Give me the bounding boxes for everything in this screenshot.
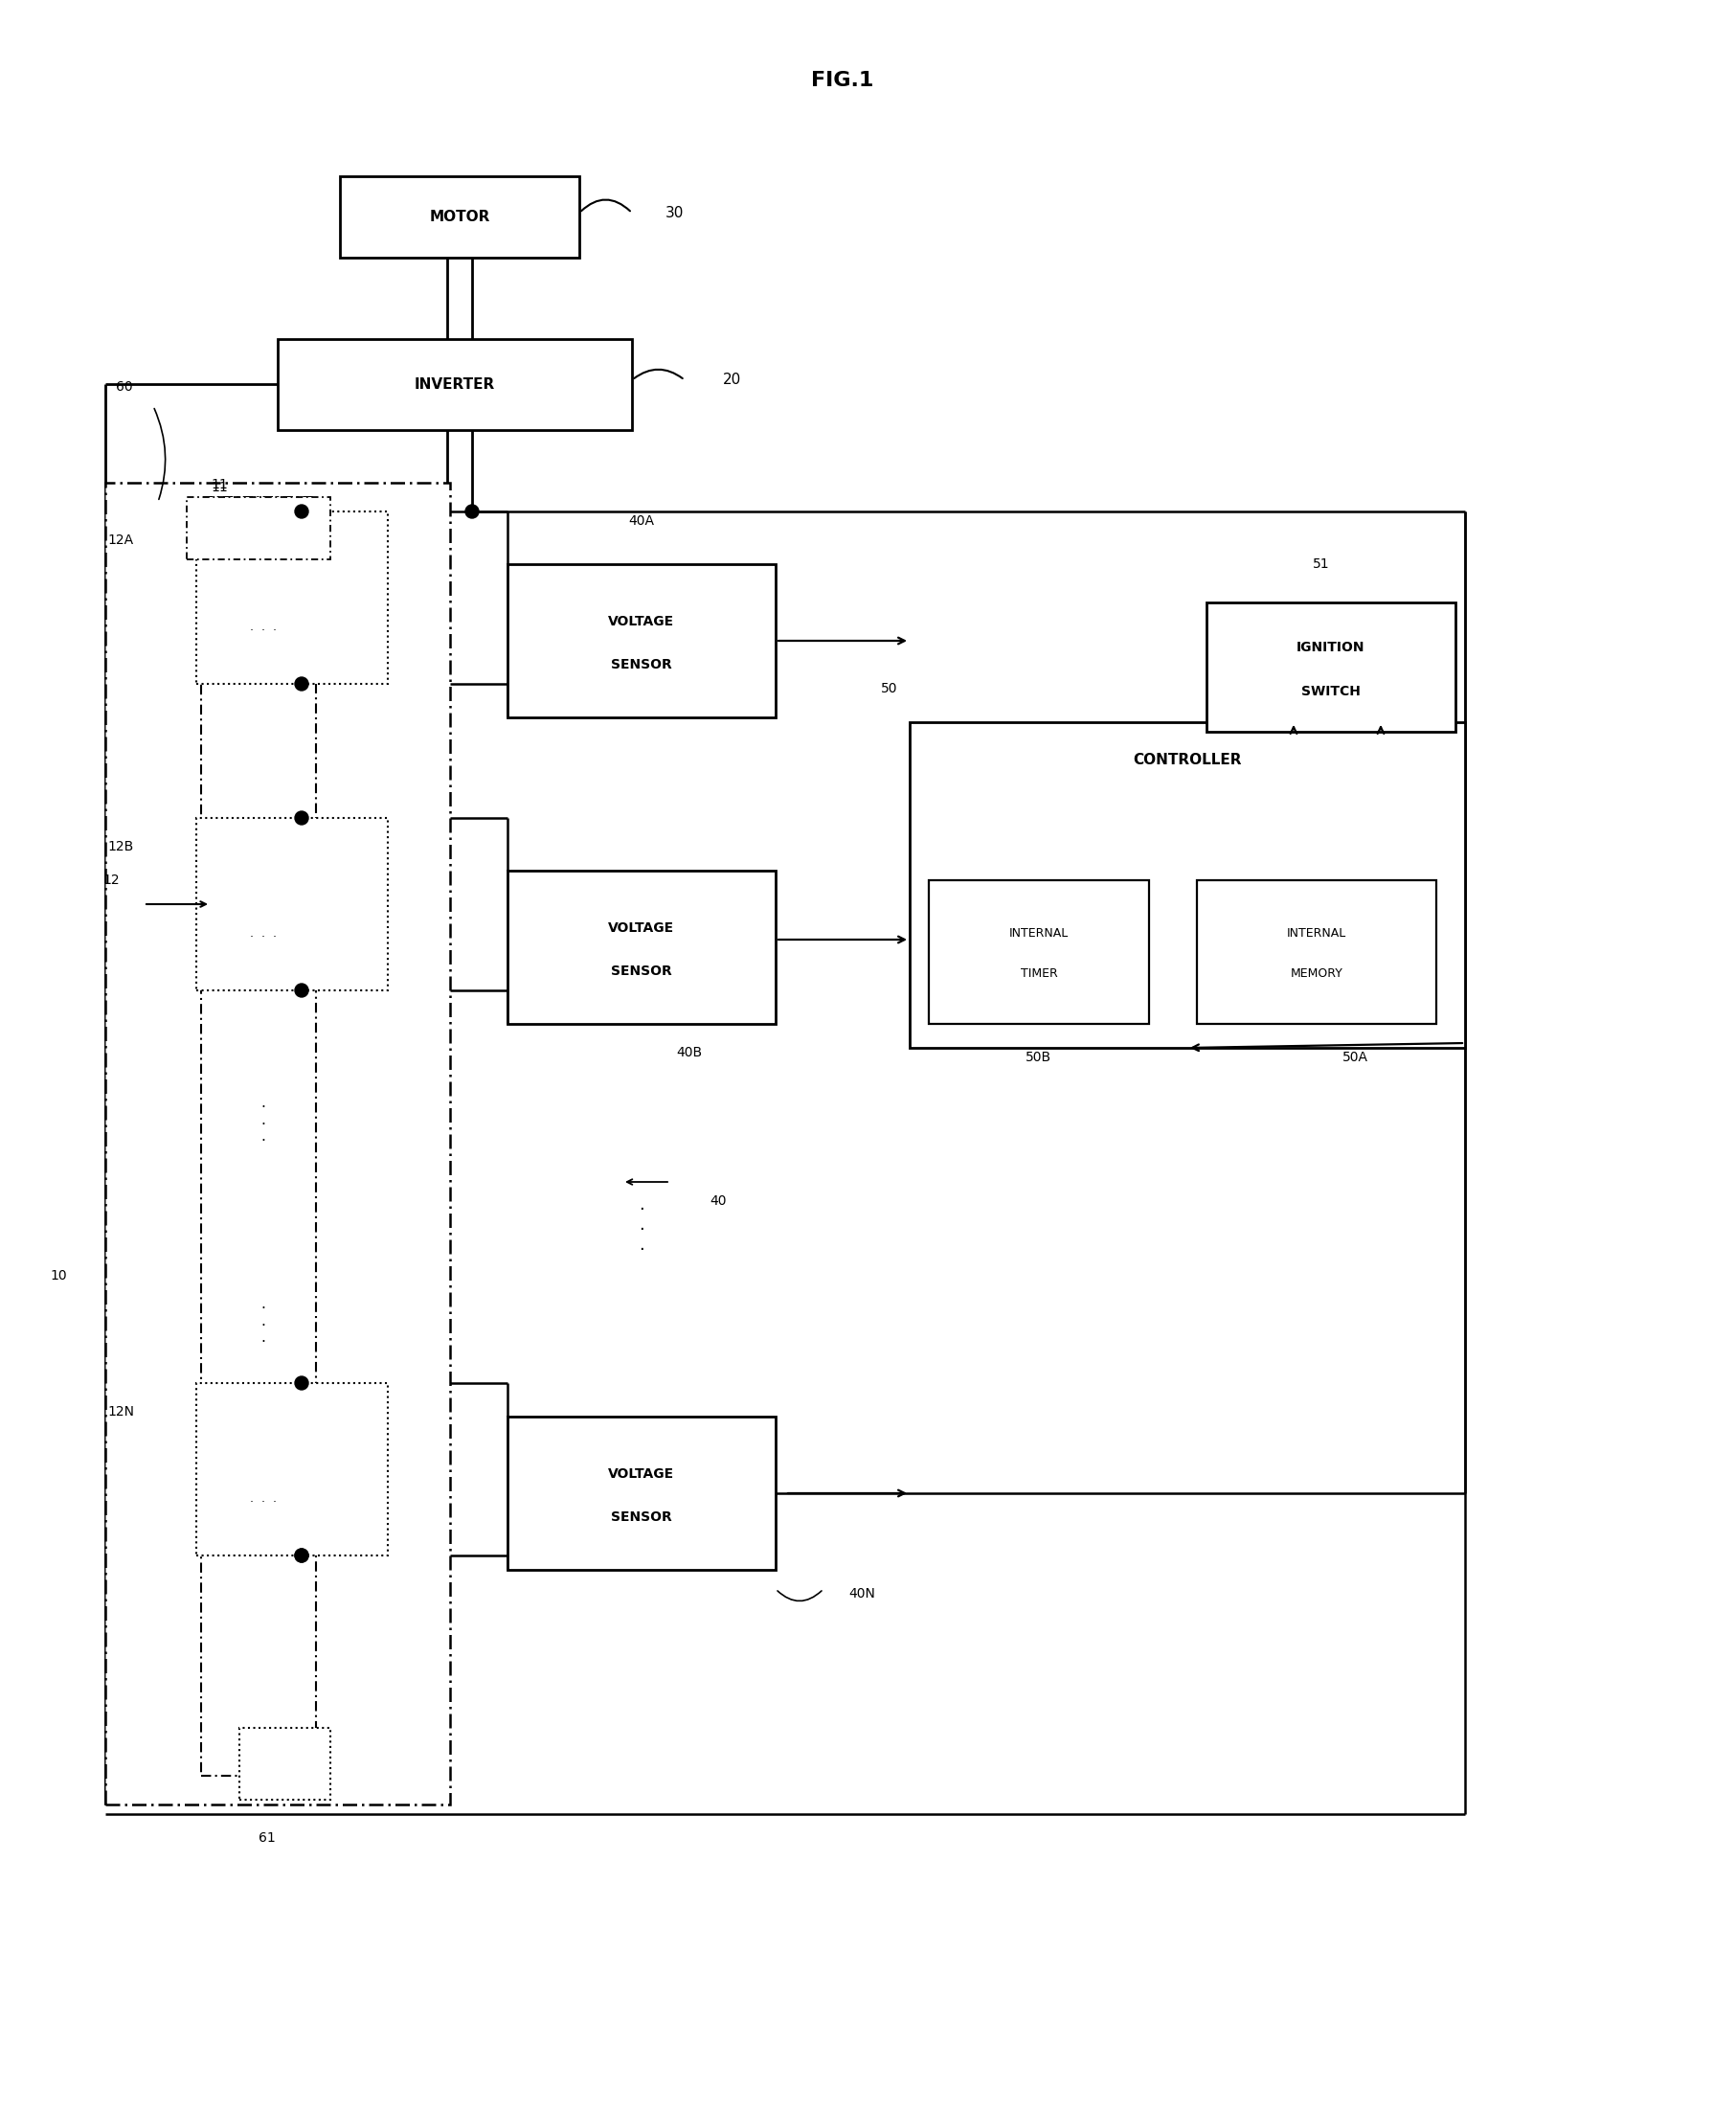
Text: 11: 11 [210, 481, 227, 494]
Text: MEMORY: MEMORY [1290, 967, 1344, 980]
Text: 12N: 12N [108, 1406, 134, 1419]
Bar [187, 496, 330, 559]
Bar [910, 722, 1465, 1047]
Text: ·
·
·: · · · [639, 1201, 644, 1258]
Text: ·  ·  ·: · · · [250, 625, 276, 638]
Text: 20: 20 [724, 374, 741, 386]
Bar [507, 1416, 776, 1571]
Text: 12A: 12A [108, 534, 134, 547]
Circle shape [295, 1549, 309, 1562]
Text: 30: 30 [667, 205, 684, 220]
Text: SENSOR: SENSOR [611, 659, 672, 671]
Circle shape [295, 505, 309, 517]
Text: 40: 40 [710, 1195, 727, 1207]
Bar [929, 880, 1149, 1024]
Text: INTERNAL: INTERNAL [1286, 927, 1347, 939]
Bar [201, 496, 316, 1775]
Text: ·
·
·: · · · [260, 1100, 266, 1148]
Bar [1196, 880, 1436, 1024]
Text: SENSOR: SENSOR [611, 1511, 672, 1524]
Bar [507, 870, 776, 1024]
Text: IGNITION: IGNITION [1297, 642, 1364, 654]
Circle shape [295, 984, 309, 996]
Text: 40A: 40A [628, 515, 654, 528]
Text: 10: 10 [50, 1269, 68, 1283]
Text: 11: 11 [210, 477, 227, 492]
Text: VOLTAGE: VOLTAGE [608, 920, 675, 935]
Circle shape [295, 1549, 309, 1562]
Text: 61: 61 [259, 1832, 276, 1845]
Text: 12B: 12B [108, 840, 134, 853]
Text: INVERTER: INVERTER [415, 378, 495, 393]
Bar [196, 511, 387, 684]
Circle shape [295, 678, 309, 690]
Circle shape [465, 505, 479, 517]
Bar [196, 1383, 387, 1556]
Text: ·  ·  ·: · · · [250, 1497, 276, 1509]
Text: ·  ·  ·: · · · [250, 931, 276, 944]
Bar [240, 1729, 330, 1801]
Text: VOLTAGE: VOLTAGE [608, 1467, 675, 1480]
Text: 40N: 40N [849, 1587, 875, 1600]
Bar [278, 340, 632, 431]
Bar [1207, 602, 1455, 733]
Text: FIG.1: FIG.1 [811, 72, 873, 91]
Bar [340, 175, 580, 258]
Text: TIMER: TIMER [1021, 967, 1057, 980]
Text: 50B: 50B [1026, 1051, 1052, 1064]
Circle shape [295, 1376, 309, 1389]
Text: 60: 60 [116, 380, 134, 393]
Text: SENSOR: SENSOR [611, 965, 672, 977]
Text: MOTOR: MOTOR [429, 209, 490, 224]
Text: 51: 51 [1312, 557, 1330, 570]
Text: 50: 50 [880, 682, 898, 695]
Text: SWITCH: SWITCH [1302, 684, 1361, 699]
Bar [507, 564, 776, 718]
Text: CONTROLLER: CONTROLLER [1134, 754, 1241, 768]
Text: 50A: 50A [1342, 1051, 1368, 1064]
Text: ·
·
·: · · · [260, 1302, 266, 1349]
Bar [106, 483, 450, 1805]
Bar [196, 817, 387, 990]
Text: VOLTAGE: VOLTAGE [608, 614, 675, 629]
Circle shape [295, 811, 309, 825]
Text: 12: 12 [102, 874, 120, 887]
Text: INTERNAL: INTERNAL [1009, 927, 1069, 939]
Text: 40B: 40B [677, 1045, 703, 1060]
